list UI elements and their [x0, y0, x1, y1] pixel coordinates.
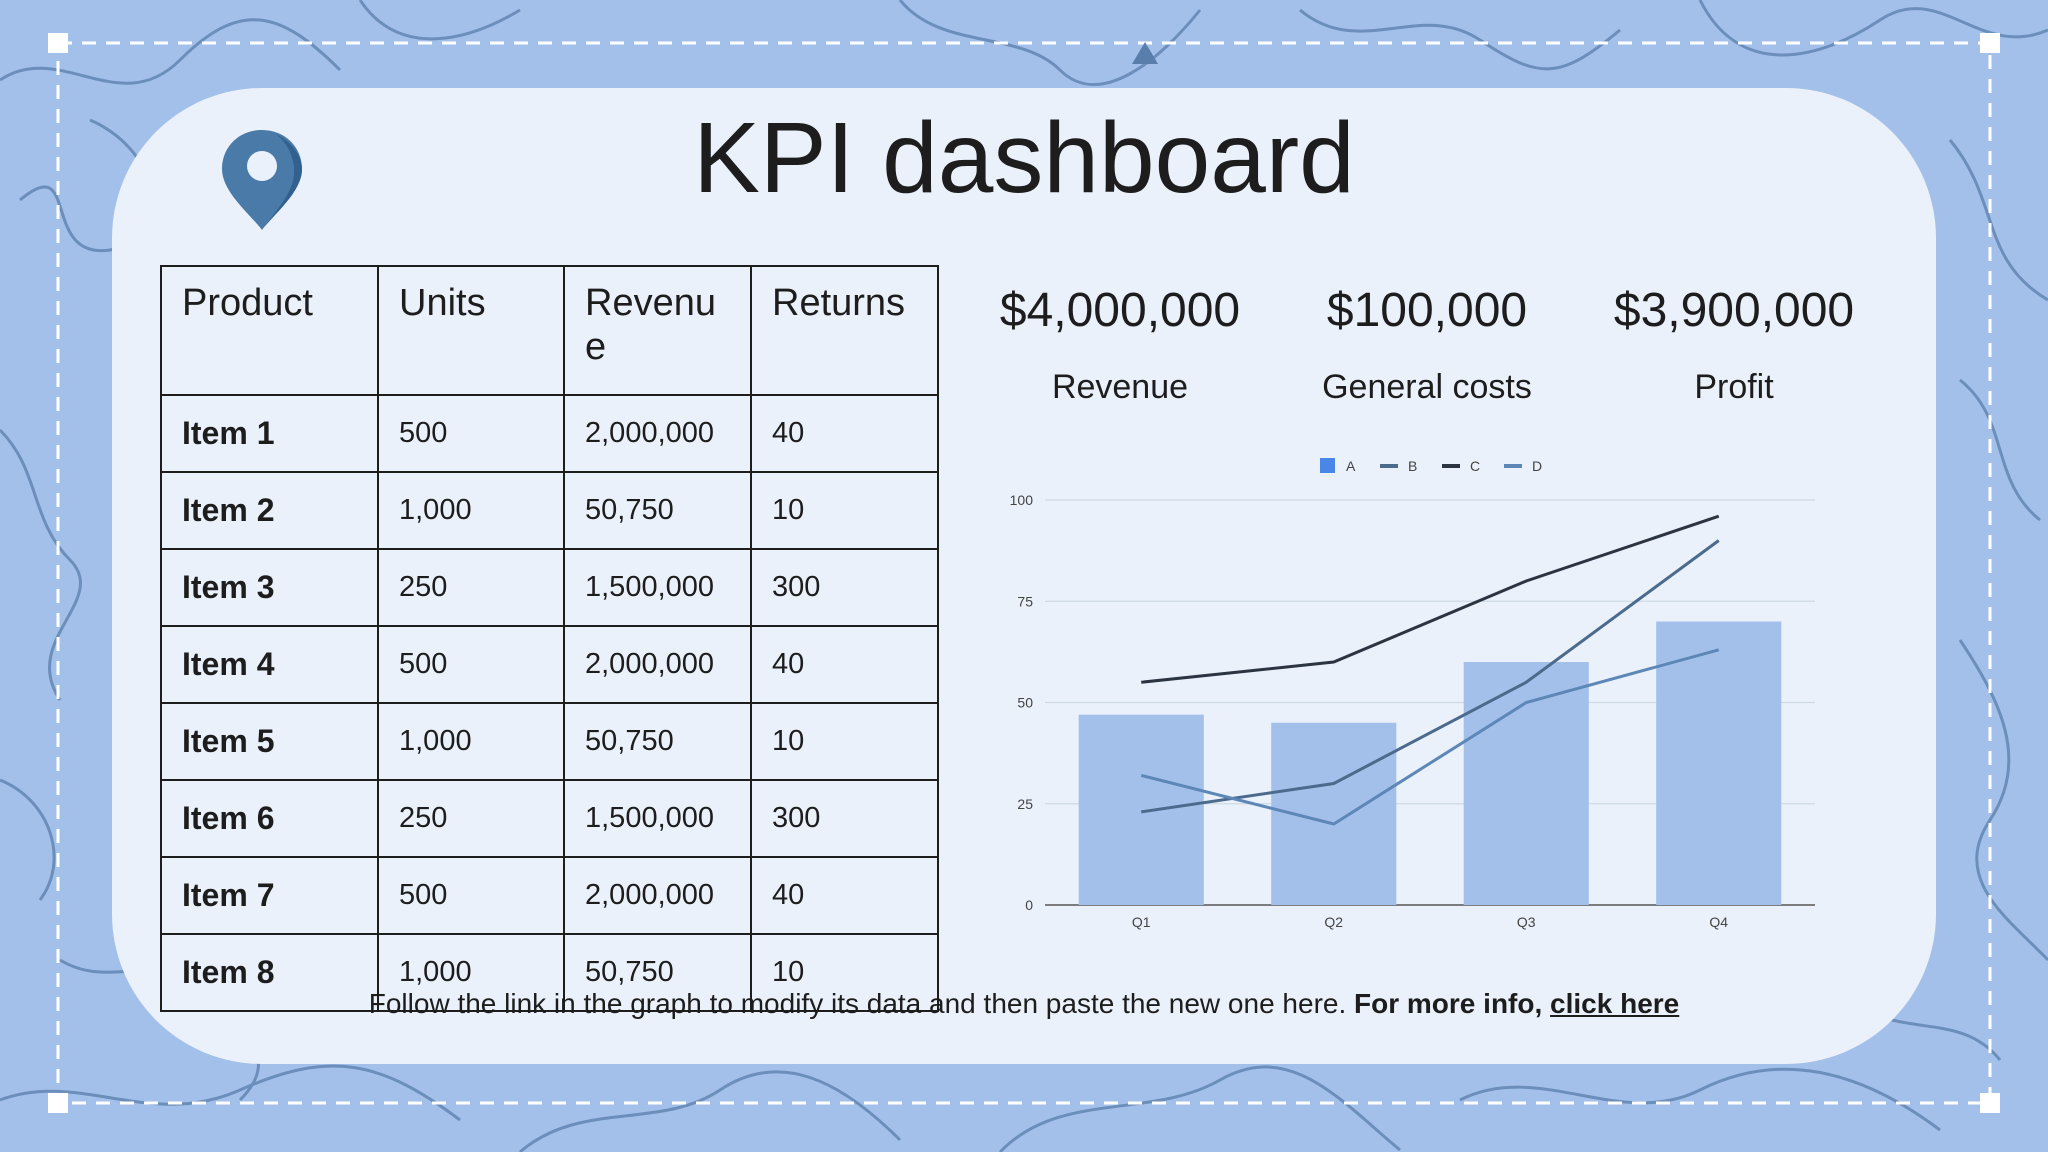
cell-returns: 10 [750, 933, 939, 1012]
footer-note: Follow the link in the graph to modify i… [0, 988, 2048, 1020]
y-tick-label: 75 [1017, 593, 1033, 609]
x-tick-label: Q4 [1709, 914, 1728, 930]
product-table: Product Units Revenu e Returns Item 1 500… [160, 265, 939, 1012]
table-row: Item 1 500 2,000,000 40 [160, 394, 939, 473]
cell-revenue: 50,750 [563, 702, 752, 781]
y-tick-label: 0 [1025, 897, 1033, 913]
kpi-chart[interactable]: 0 25 50 75 100 Q1 Q2 Q3 Q4 A B C D [990, 440, 1830, 940]
header-returns: Returns [750, 265, 939, 396]
cell-units: 250 [377, 779, 565, 858]
cell-product: Item 3 [160, 548, 379, 627]
header-revenue: Revenu e [563, 265, 752, 396]
cell-returns: 40 [750, 625, 939, 704]
table-row: Item 5 1,000 50,750 10 [160, 702, 939, 781]
header-units: Units [377, 265, 565, 396]
y-tick-label: 25 [1017, 796, 1033, 812]
cell-product: Item 4 [160, 625, 379, 704]
cell-revenue: 2,000,000 [563, 856, 752, 935]
table-row: Item 3 250 1,500,000 300 [160, 548, 939, 627]
cell-units: 1,000 [377, 471, 565, 550]
legend-label: C [1470, 458, 1480, 474]
cell-units: 1,000 [377, 702, 565, 781]
line-series-b [1141, 539, 1720, 814]
cell-revenue: 50,750 [563, 933, 752, 1012]
legend-label: B [1408, 458, 1417, 474]
cell-product: Item 6 [160, 779, 379, 858]
cell-returns: 300 [750, 548, 939, 627]
cell-returns: 40 [750, 394, 939, 473]
legend-swatch [1380, 464, 1398, 468]
click-here-link[interactable]: click here [1550, 988, 1680, 1019]
legend-label: D [1532, 458, 1542, 474]
y-tick-label: 100 [1010, 492, 1034, 508]
legend-label: A [1346, 458, 1356, 474]
legend-swatch [1442, 464, 1460, 468]
cell-product: Item 8 [160, 933, 379, 1012]
cell-product: Item 5 [160, 702, 379, 781]
cell-revenue: 50,750 [563, 471, 752, 550]
cell-returns: 10 [750, 702, 939, 781]
cell-units: 500 [377, 856, 565, 935]
cell-product: Item 2 [160, 471, 379, 550]
line-series-c [1141, 514, 1720, 684]
table-row: Item 8 1,000 50,750 10 [160, 933, 939, 1012]
cell-revenue: 1,500,000 [563, 779, 752, 858]
table-row: Item 4 500 2,000,000 40 [160, 625, 939, 704]
cell-units: 1,000 [377, 933, 565, 1012]
page-title: KPI dashboard [693, 102, 1355, 214]
legend-swatch [1320, 458, 1335, 473]
table-row: Item 7 500 2,000,000 40 [160, 856, 939, 935]
cell-product: Item 7 [160, 856, 379, 935]
footer-text: Follow the link in the graph to modify i… [368, 988, 1347, 1019]
header-product: Product [160, 265, 379, 396]
kpi-costs-value: $100,000 [1326, 284, 1528, 337]
cell-revenue: 2,000,000 [563, 625, 752, 704]
x-tick-label: Q1 [1132, 914, 1151, 930]
bar-a [1463, 662, 1589, 905]
header-revenue-text: Revenu e [585, 282, 716, 368]
cell-revenue: 1,500,000 [563, 548, 752, 627]
footer-bold: For more info, [1354, 988, 1543, 1019]
cell-units: 500 [377, 394, 565, 473]
bar-a [1078, 714, 1204, 905]
kpi-profit-label: Profit [1694, 368, 1774, 406]
map-pin-icon [222, 130, 302, 230]
table-row: Item 2 1,000 50,750 10 [160, 471, 939, 550]
cell-revenue: 2,000,000 [563, 394, 752, 473]
cell-returns: 10 [750, 471, 939, 550]
table-header-row: Product Units Revenu e Returns [160, 265, 939, 396]
kpi-revenue-value: $4,000,000 [999, 284, 1241, 337]
cell-returns: 40 [750, 856, 939, 935]
cell-units: 500 [377, 625, 565, 704]
y-tick-label: 50 [1017, 695, 1033, 711]
kpi-revenue-label: Revenue [1051, 368, 1189, 406]
cell-returns: 300 [750, 779, 939, 858]
cell-product: Item 1 [160, 394, 379, 473]
x-tick-label: Q2 [1324, 914, 1343, 930]
kpi-costs-label: General costs [1322, 368, 1532, 406]
table-row: Item 6 250 1,500,000 300 [160, 779, 939, 858]
table-body: Item 1 500 2,000,000 40 Item 2 1,000 50,750 10 I… [160, 394, 939, 1012]
line-series-d [1140, 648, 1720, 826]
legend-swatch [1504, 464, 1522, 468]
bar-a [1656, 621, 1782, 905]
x-tick-label: Q3 [1517, 914, 1536, 930]
cell-units: 250 [377, 548, 565, 627]
kpi-profit-value: $3,900,000 [1613, 284, 1855, 337]
